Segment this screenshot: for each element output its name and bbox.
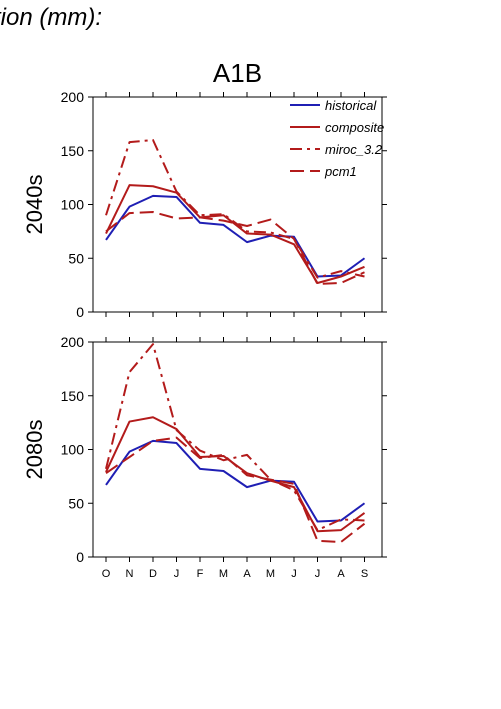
- x-tick-label: A: [337, 568, 345, 580]
- x-tick-label: J: [315, 568, 321, 580]
- legend-label: composite: [325, 120, 384, 135]
- x-tick-label: N: [126, 568, 134, 580]
- y-tick-label: 0: [76, 549, 84, 565]
- y-tick-label: 150: [61, 388, 85, 404]
- y-tick-label: 200: [61, 334, 85, 350]
- y-axis-label: 2040s: [22, 175, 47, 235]
- legend-label: historical: [325, 98, 377, 113]
- x-tick-label: F: [197, 568, 204, 580]
- y-axis-label: 2080s: [22, 420, 47, 480]
- y-tick-label: 100: [61, 442, 85, 458]
- series-line-miroc-3-2: [105, 139, 365, 279]
- series-line-composite: [105, 416, 366, 533]
- y-tick-label: 200: [61, 89, 85, 105]
- legend-label: miroc_3.2: [325, 142, 383, 157]
- x-tick-label: A: [243, 568, 251, 580]
- legend-label: pcm1: [324, 164, 357, 179]
- x-tick-label: D: [149, 568, 157, 580]
- y-tick-label: 50: [68, 250, 84, 266]
- series-line-historical: [105, 194, 366, 278]
- y-tick-label: 150: [61, 143, 85, 159]
- series-line-composite: [105, 184, 365, 284]
- x-tick-label: J: [291, 568, 297, 580]
- x-tick-label: O: [102, 568, 111, 580]
- page-title: tion (mm):: [0, 4, 102, 31]
- series-line-historical: [105, 439, 366, 523]
- series-line-miroc-3-2: [105, 343, 365, 532]
- x-tick-label: M: [219, 568, 228, 580]
- series-line-pcm1: [105, 211, 365, 286]
- x-tick-label: M: [266, 568, 275, 580]
- x-tick-label: J: [174, 568, 180, 580]
- y-tick-label: 0: [76, 304, 84, 320]
- y-tick-label: 100: [61, 197, 85, 213]
- y-tick-label: 50: [68, 495, 84, 511]
- series-line-pcm1: [105, 436, 366, 543]
- x-tick-label: S: [361, 568, 368, 580]
- panel-title: A1B: [213, 58, 262, 88]
